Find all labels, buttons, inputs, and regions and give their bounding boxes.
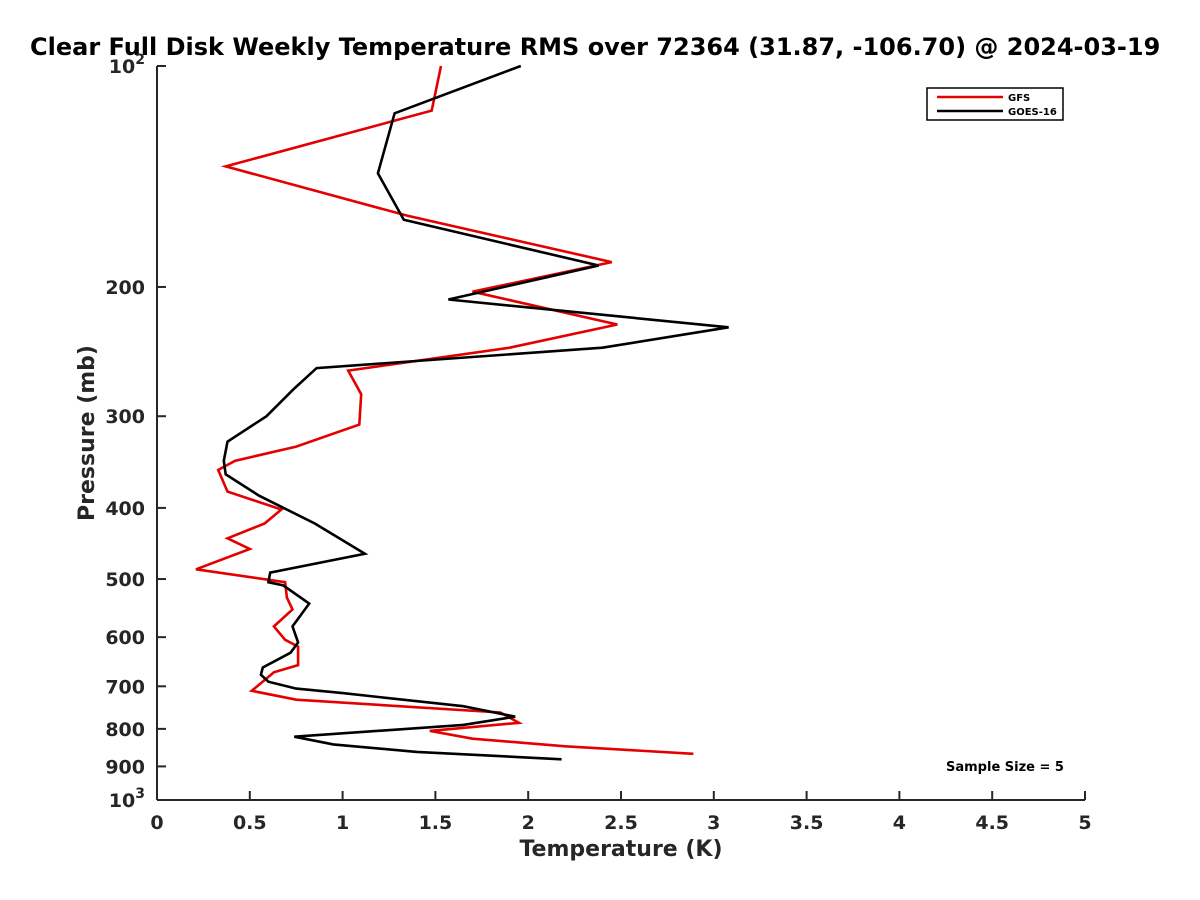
- x-tick-label: 5: [1078, 812, 1091, 834]
- legend-label-gfs: GFS: [1008, 93, 1030, 104]
- y-tick-exponent: 2: [135, 52, 145, 68]
- series-line-gfs: [195, 65, 694, 756]
- x-tick-label: 0.5: [233, 812, 267, 834]
- y-tick-label: 500: [105, 569, 145, 591]
- plot-area: 0 0.5 1 1.5 2 2.5 3 3.5 4 4.5 5 102200300400500600…: [105, 52, 1091, 834]
- y-tick-base: 10: [109, 56, 135, 78]
- series-lines: [195, 64, 729, 761]
- x-axis-label: Temperature (K): [519, 837, 722, 862]
- y-tick-label: 700: [105, 676, 145, 698]
- legend-box: [926, 87, 1064, 121]
- y-tick-label: 800: [105, 719, 145, 741]
- y-tick-label: 103: [109, 786, 145, 812]
- x-tick-label: 1: [336, 812, 349, 834]
- y-tick-label: 300: [105, 406, 145, 428]
- x-tick-label: 0: [150, 812, 163, 834]
- sample-size-annotation: Sample Size = 5: [946, 760, 1064, 775]
- x-tick-label: 3: [707, 812, 720, 834]
- x-axis-ticks: 0 0.5 1 1.5 2 2.5 3 3.5 4 4.5 5: [150, 791, 1092, 834]
- x-tick-label: 4: [893, 812, 906, 834]
- x-tick-label: 2: [522, 812, 535, 834]
- x-tick-label: 1.5: [419, 812, 453, 834]
- y-tick-label: 900: [105, 756, 145, 778]
- y-tick-label: 400: [105, 498, 145, 520]
- y-tick-exponent: 3: [135, 786, 145, 802]
- y-tick-label: 102: [109, 52, 145, 78]
- y-tick-label: 600: [105, 627, 145, 649]
- y-tick-base: 10: [109, 790, 135, 812]
- x-tick-label: 3.5: [790, 812, 824, 834]
- x-tick-label: 4.5: [975, 812, 1009, 834]
- y-tick-label: 200: [105, 277, 145, 299]
- legend-label-goes-16: GOES-16: [1008, 107, 1057, 118]
- y-axis-label: Pressure (mb): [75, 345, 100, 521]
- chart-title: Clear Full Disk Weekly Temperature RMS o…: [30, 33, 1160, 61]
- legend: GFS GOES-16: [926, 87, 1064, 121]
- series-line-goes-16: [222, 64, 729, 761]
- x-tick-label: 2.5: [604, 812, 638, 834]
